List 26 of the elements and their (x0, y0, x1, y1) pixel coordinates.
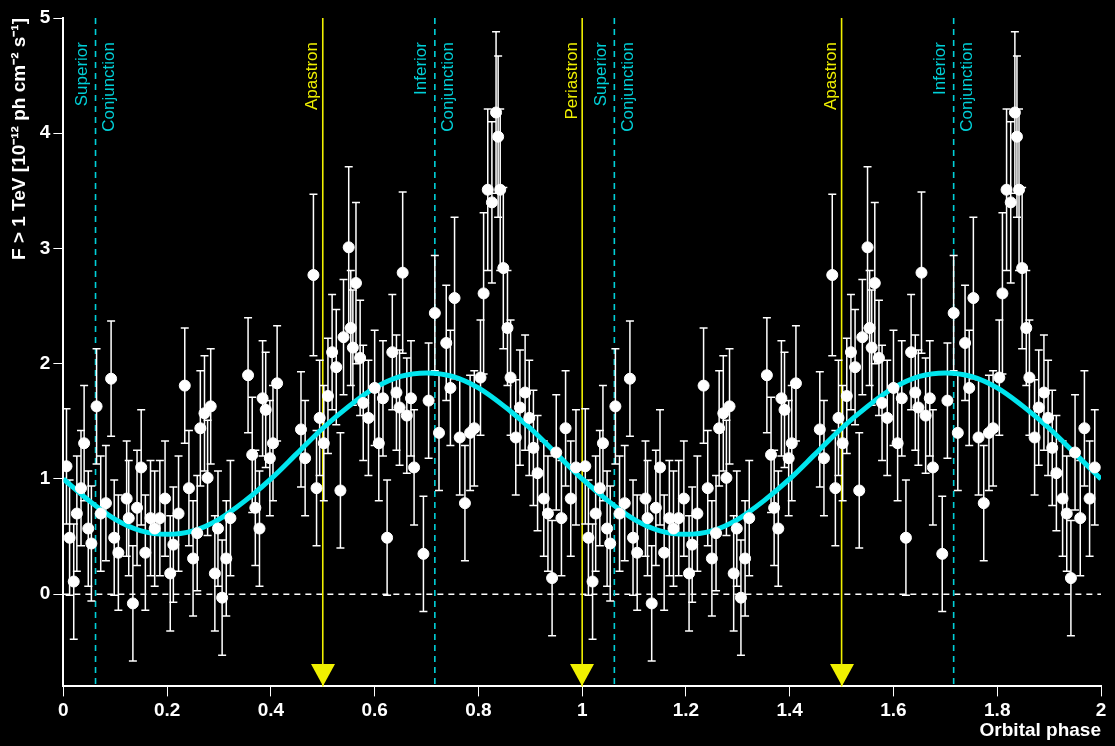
x-tick-label: 0 (58, 699, 69, 721)
x-tick-label: 0.6 (361, 699, 388, 721)
y-tick-label: 5 (39, 6, 51, 28)
y-tick-label: 0 (39, 582, 51, 604)
y-tick-label: 4 (39, 121, 51, 143)
x-tick-label: 1 (576, 699, 588, 721)
x-tick-label: 1.4 (776, 699, 804, 721)
y-tick-label: 1 (39, 467, 51, 489)
x-tick-label: 1.2 (672, 699, 700, 721)
x-axis-title: Orbital phase (979, 718, 1101, 740)
y-tick-label: 3 (39, 236, 51, 258)
y-axis-title: F > 1 TeV [10⁻¹² ph cm⁻² s⁻¹] (7, 18, 29, 260)
ref-line-label: Inferior Conjunction (411, 41, 458, 132)
x-tick-label: 1.6 (880, 699, 907, 721)
x-tick-label: 0.8 (465, 699, 492, 721)
ref-line-label: Superior Conjunction (590, 41, 637, 132)
ref-line-label: Periastron (561, 42, 581, 120)
y-tick-label: 2 (39, 351, 51, 373)
ref-line-label: Apastron (302, 42, 322, 111)
ref-line-label: Apastron (821, 42, 841, 111)
ref-line-label: Superior Conjunction (71, 41, 118, 132)
ref-line-label: Inferior Conjunction (929, 41, 976, 132)
x-tick-label: 2 (1095, 699, 1107, 721)
x-tick-label: 0.2 (153, 699, 181, 721)
x-tick-label: 0.4 (257, 699, 285, 721)
x-tick-label: 1.8 (984, 699, 1011, 721)
